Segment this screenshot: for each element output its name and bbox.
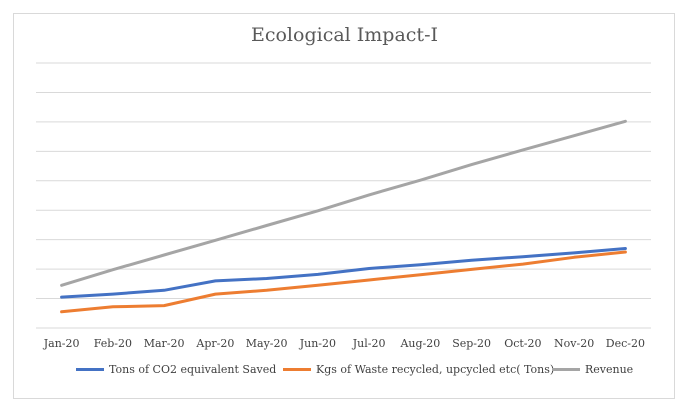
x-tick-label: Jun-20: [299, 337, 336, 350]
x-tick-label: Dec-20: [606, 337, 645, 350]
x-tick-label: Jul-20: [352, 337, 386, 350]
legend-swatch: [76, 368, 104, 371]
series-line-2: [60, 250, 627, 314]
x-tick-label: Apr-20: [195, 337, 234, 350]
series-line-1: [60, 247, 627, 299]
x-tick-label: Aug-20: [399, 337, 440, 350]
legend-item-1: Tons of CO2 equivalent Saved: [76, 363, 276, 376]
legend-label: Tons of CO2 equivalent Saved: [109, 363, 277, 376]
x-tick-label: Jan-20: [43, 337, 80, 350]
legend-item-2: Kgs of Waste recycled, upcycled etc( Ton…: [283, 363, 554, 376]
chart-frame: [13, 13, 675, 399]
x-tick-label: Mar-20: [144, 337, 185, 350]
legend-label: Kgs of Waste recycled, upcycled etc( Ton…: [316, 363, 555, 376]
series-line-3: [60, 119, 627, 287]
legend-swatch: [552, 368, 580, 371]
legend-label: Revenue: [585, 363, 634, 376]
legend-item-3: Revenue: [552, 363, 633, 376]
x-tick-label: May-20: [246, 337, 288, 350]
x-tick-label: Feb-20: [94, 337, 132, 350]
x-tick-label: Oct-20: [504, 337, 541, 350]
x-tick-label: Sep-20: [452, 337, 491, 350]
x-tick-label: Nov-20: [554, 337, 594, 350]
chart-title: Ecological Impact-I: [250, 24, 438, 46]
legend-swatch: [283, 368, 311, 371]
